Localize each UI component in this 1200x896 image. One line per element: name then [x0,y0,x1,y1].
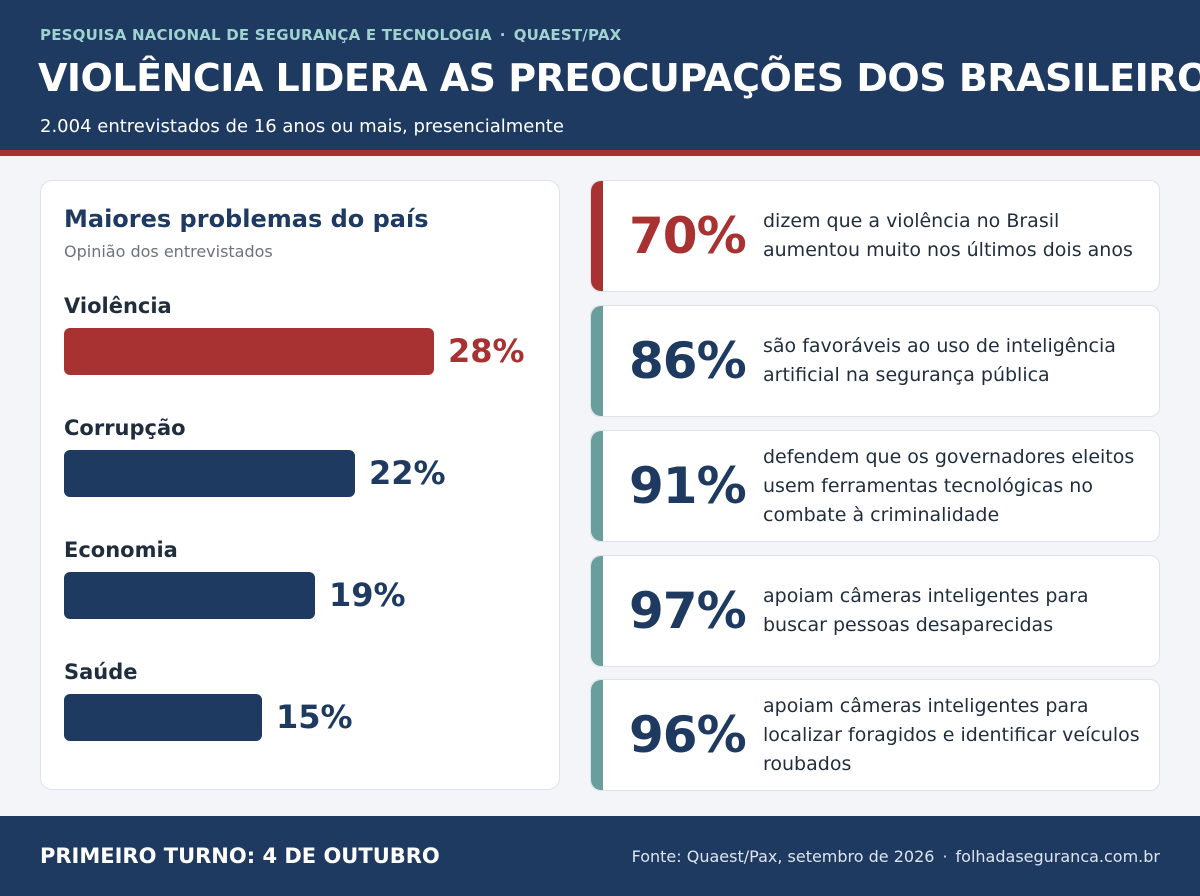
footer-source: Fonte: Quaest/Pax, setembro de 2026 · folh… [632,847,1160,866]
bar-group: Saúde 15% [64,660,544,760]
kicker: PESQUISA NACIONAL DE SEGURANÇA E TECNOLO… [40,26,621,44]
kicker-survey-name: PESQUISA NACIONAL DE SEGURANÇA E TECNOLO… [40,26,492,44]
stat-percentage: 70% [629,207,747,265]
stat-description: apoiam câmeras inteligentes para buscar … [763,585,1089,636]
bar-value-label: 28% [448,332,525,370]
bar-category-label: Corrupção [64,416,186,440]
bar-value-label: 15% [276,698,353,736]
stat-percentage: 96% [629,706,747,764]
bar-group: Economia 19% [64,538,544,638]
header: PESQUISA NACIONAL DE SEGURANÇA E TECNOLO… [0,0,1200,150]
kicker-separator: · [499,26,506,44]
chart-subtitle: Opinião dos entrevistados [64,242,273,261]
footer: PRIMEIRO TURNO: 4 DE OUTUBRO Fonte: Quae… [0,816,1200,896]
problems-chart-panel: Maiores problemas do país Opinião dos en… [40,180,560,790]
site-link[interactable]: folhadaseguranca.com.br [955,847,1160,866]
source-text: Fonte: Quaest/Pax, setembro de 2026 [631,847,935,866]
stat-card: 97% apoiam câmeras inteligentes para busc… [590,555,1160,667]
stat-percentage: 86% [629,332,747,390]
footer-separator: · [942,847,948,866]
stat-accent-bar [591,680,603,790]
bar [64,450,355,497]
stat-card: 86% são favoráveis ao uso de inteligência… [590,305,1160,417]
bar-value-label: 22% [369,454,446,492]
bar-group: Violência 28% [64,294,544,394]
stat-accent-bar [591,181,603,291]
page-title: VIOLÊNCIA LIDERA AS PREOCUPAÇÕES DOS BRA… [38,56,1200,100]
bar [64,694,262,741]
stat-accent-bar [591,431,603,541]
stat-card: 91% defendem que os governadores eleitos … [590,430,1160,542]
bar-group: Corrupção 22% [64,416,544,516]
bar-category-label: Saúde [64,660,138,684]
stat-accent-bar [591,306,603,416]
page-subtitle: 2.004 entrevistados de 16 anos ou mais, … [40,116,564,137]
stat-description: são favoráveis ao uso de inteligência ar… [763,335,1116,386]
bar-value-label: 19% [329,576,406,614]
chart-title: Maiores problemas do país [64,205,429,233]
stat-accent-bar [591,556,603,666]
stat-card: 96% apoiam câmeras inteligentes para loca… [590,679,1160,791]
bar-category-label: Violência [64,294,172,318]
stat-description: defendem que os governadores eleitos use… [763,445,1135,526]
header-divider [0,150,1200,156]
bar [64,328,434,375]
kicker-source: QUAEST/PAX [513,26,622,44]
bar-category-label: Economia [64,538,178,562]
stat-description: dizem que a violência no Brasil aumentou… [763,210,1133,261]
stat-description: apoiam câmeras inteligentes para localiz… [763,694,1140,775]
election-date: PRIMEIRO TURNO: 4 DE OUTUBRO [40,844,440,868]
stat-card: 70% dizem que a violência no Brasil aumen… [590,180,1160,292]
stat-percentage: 97% [629,582,747,640]
bar [64,572,315,619]
stat-percentage: 91% [629,457,747,515]
